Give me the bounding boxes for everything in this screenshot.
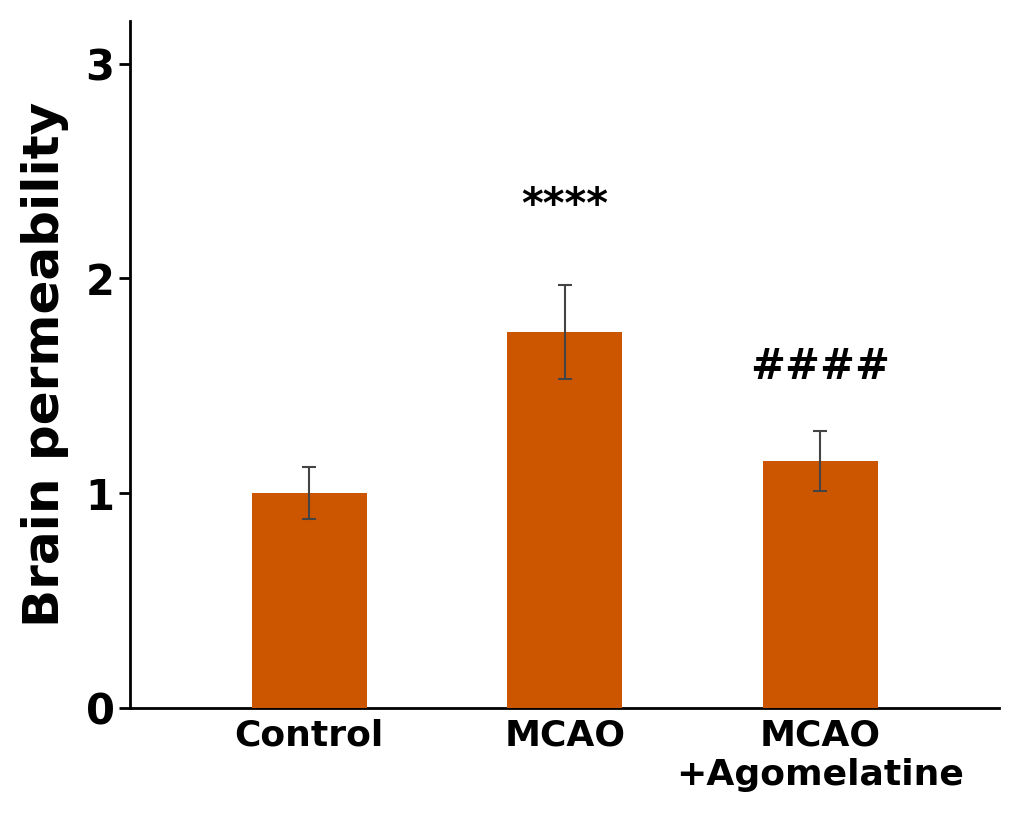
- Bar: [252, 493, 367, 707]
- Y-axis label: Brain permeability: Brain permeability: [20, 102, 68, 627]
- Text: ****: ****: [521, 185, 607, 227]
- Text: ####: ####: [750, 346, 890, 388]
- Bar: [506, 332, 622, 707]
- Bar: [762, 461, 877, 707]
